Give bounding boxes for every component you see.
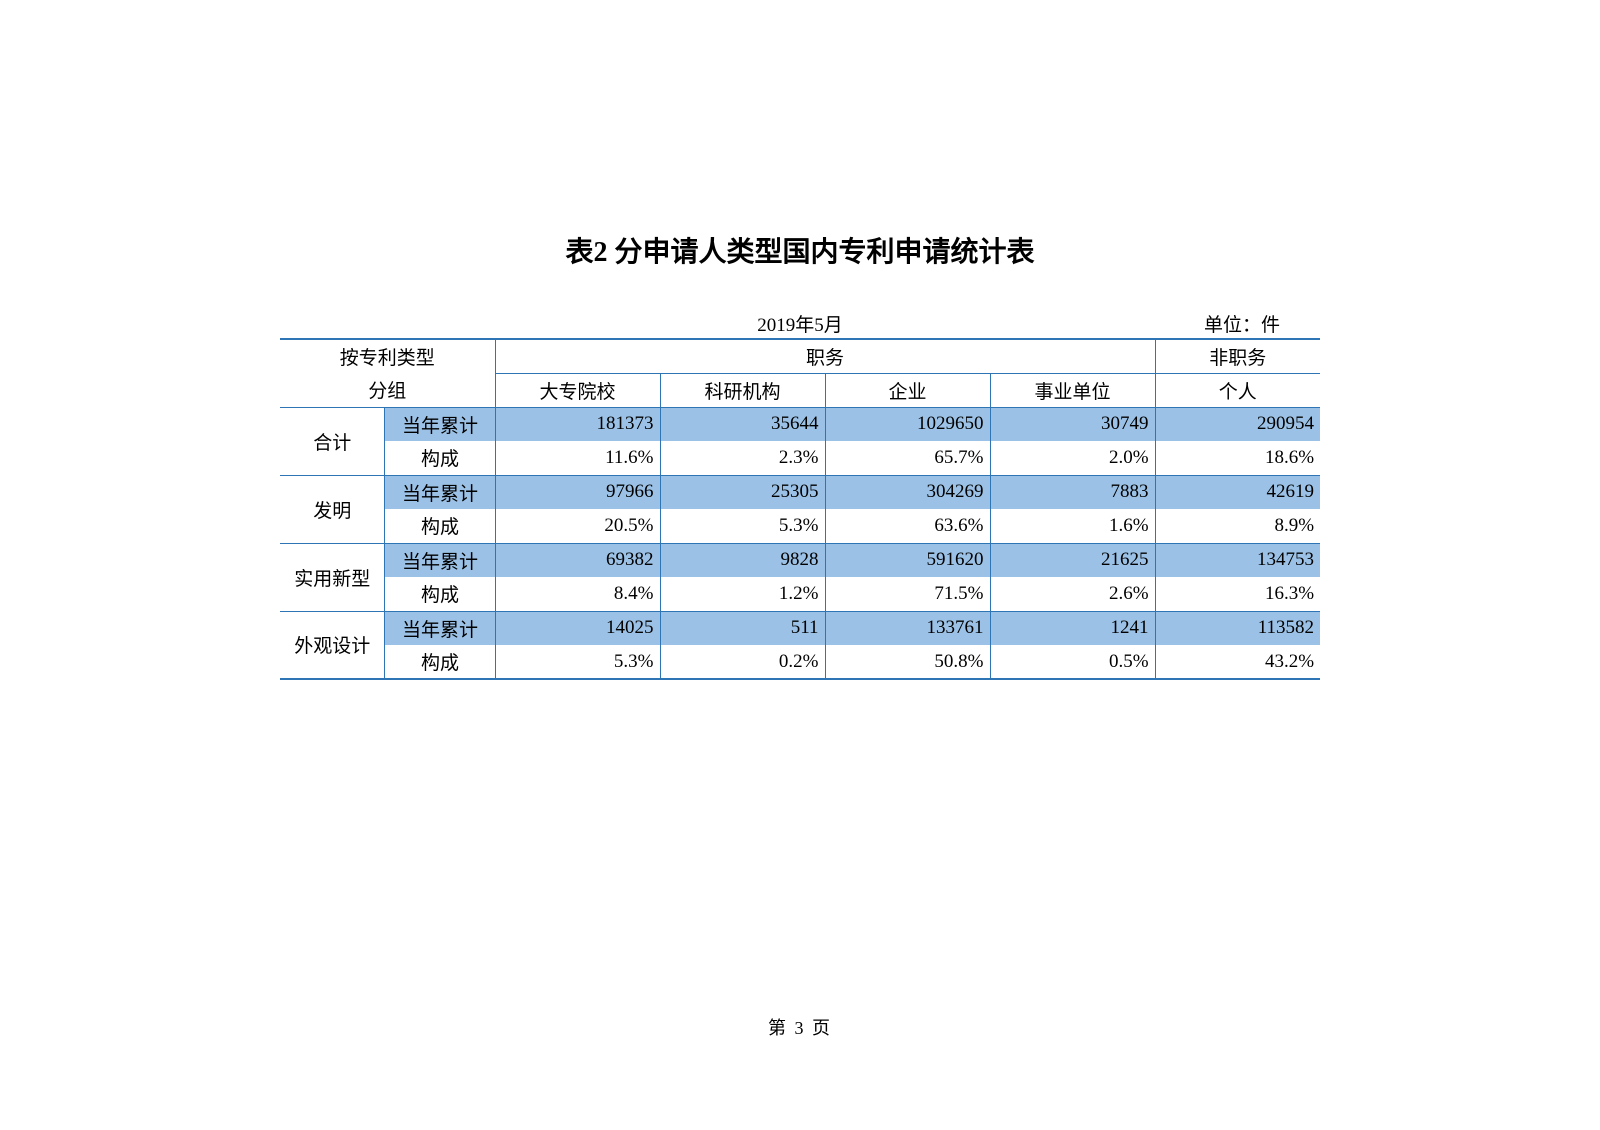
hdr-col-1: 科研机构 <box>660 373 825 407</box>
cell: 113582 <box>1155 611 1320 645</box>
cell: 69382 <box>495 543 660 577</box>
cell: 5.3% <box>660 509 825 543</box>
patent-table: 按专利类型 职务 非职务 分组 大专院校 科研机构 企业 事业单位 个人 合计 … <box>280 338 1320 680</box>
cell: 2.0% <box>990 441 1155 475</box>
cell: 1.6% <box>990 509 1155 543</box>
cell: 304269 <box>825 475 990 509</box>
cell: 63.6% <box>825 509 990 543</box>
cell: 0.2% <box>660 645 825 679</box>
cell: 25305 <box>660 475 825 509</box>
meta-unit: 单位：件 <box>1204 310 1280 337</box>
cell: 9828 <box>660 543 825 577</box>
hdr-group-line1: 按专利类型 <box>280 339 495 373</box>
cell: 18.6% <box>1155 441 1320 475</box>
row-label-pct: 构成 <box>385 441 495 475</box>
cell: 43.2% <box>1155 645 1320 679</box>
hdr-col-4: 个人 <box>1155 373 1320 407</box>
cell: 71.5% <box>825 577 990 611</box>
group-name-0: 合计 <box>280 407 385 475</box>
cell: 42619 <box>1155 475 1320 509</box>
row-label-pct: 构成 <box>385 645 495 679</box>
cell: 134753 <box>1155 543 1320 577</box>
cell: 14025 <box>495 611 660 645</box>
cell: 7883 <box>990 475 1155 509</box>
hdr-zhiwu: 职务 <box>495 339 1155 373</box>
cell: 181373 <box>495 407 660 441</box>
row-label-cum: 当年累计 <box>385 475 495 509</box>
hdr-col-2: 企业 <box>825 373 990 407</box>
cell: 11.6% <box>495 441 660 475</box>
cell: 133761 <box>825 611 990 645</box>
cell: 8.4% <box>495 577 660 611</box>
row-label-pct: 构成 <box>385 509 495 543</box>
row-label-cum: 当年累计 <box>385 611 495 645</box>
cell: 8.9% <box>1155 509 1320 543</box>
cell: 1.2% <box>660 577 825 611</box>
row-label-cum: 当年累计 <box>385 407 495 441</box>
cell: 591620 <box>825 543 990 577</box>
cell: 20.5% <box>495 509 660 543</box>
cell: 97966 <box>495 475 660 509</box>
cell: 50.8% <box>825 645 990 679</box>
cell: 511 <box>660 611 825 645</box>
cell: 290954 <box>1155 407 1320 441</box>
meta-row: 2019年5月 单位：件 <box>280 310 1320 336</box>
row-label-cum: 当年累计 <box>385 543 495 577</box>
table-title: 表2 分申请人类型国内专利申请统计表 <box>0 230 1600 270</box>
cell: 0.5% <box>990 645 1155 679</box>
cell: 1029650 <box>825 407 990 441</box>
cell: 2.6% <box>990 577 1155 611</box>
page-footer: 第 3 页 <box>0 1014 1600 1040</box>
row-label-pct: 构成 <box>385 577 495 611</box>
group-name-1: 发明 <box>280 475 385 543</box>
cell: 35644 <box>660 407 825 441</box>
cell: 65.7% <box>825 441 990 475</box>
group-name-3: 外观设计 <box>280 611 385 679</box>
cell: 21625 <box>990 543 1155 577</box>
group-name-2: 实用新型 <box>280 543 385 611</box>
hdr-col-0: 大专院校 <box>495 373 660 407</box>
hdr-group-line2: 分组 <box>280 373 495 407</box>
hdr-feizhiwu: 非职务 <box>1155 339 1320 373</box>
cell: 30749 <box>990 407 1155 441</box>
cell: 5.3% <box>495 645 660 679</box>
hdr-col-3: 事业单位 <box>990 373 1155 407</box>
cell: 16.3% <box>1155 577 1320 611</box>
meta-date: 2019年5月 <box>757 310 843 337</box>
cell: 1241 <box>990 611 1155 645</box>
cell: 2.3% <box>660 441 825 475</box>
